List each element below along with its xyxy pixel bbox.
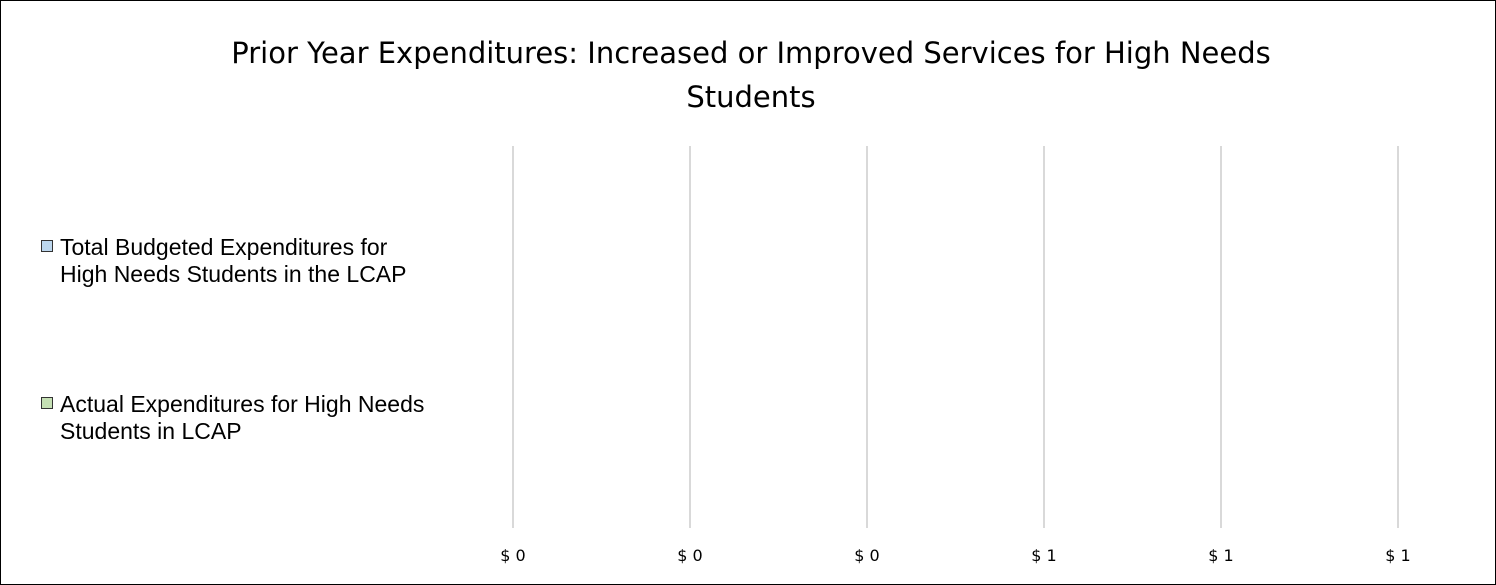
x-tick-label: $ 1 — [1031, 546, 1056, 565]
x-tick-label: $ 1 — [1208, 546, 1233, 565]
legend-swatch-actual — [41, 397, 53, 409]
chart-title: Prior Year Expenditures: Increased or Im… — [231, 36, 1271, 114]
legend-swatch-budgeted — [41, 240, 53, 252]
legend-entry-actual: Actual Expenditures for High Needs Stude… — [41, 391, 541, 445]
x-tick-label: $ 0 — [677, 546, 702, 565]
x-tick-label: $ 0 — [854, 546, 879, 565]
legend-label-actual: Actual Expenditures for High Needs Stude… — [60, 391, 425, 444]
x-tick-label: $ 0 — [500, 546, 525, 565]
legend-label-budgeted: Total Budgeted Expenditures for High Nee… — [60, 234, 407, 287]
legend-entry-budgeted: Total Budgeted Expenditures for High Nee… — [41, 234, 541, 288]
x-tick-label: $ 1 — [1385, 546, 1410, 565]
